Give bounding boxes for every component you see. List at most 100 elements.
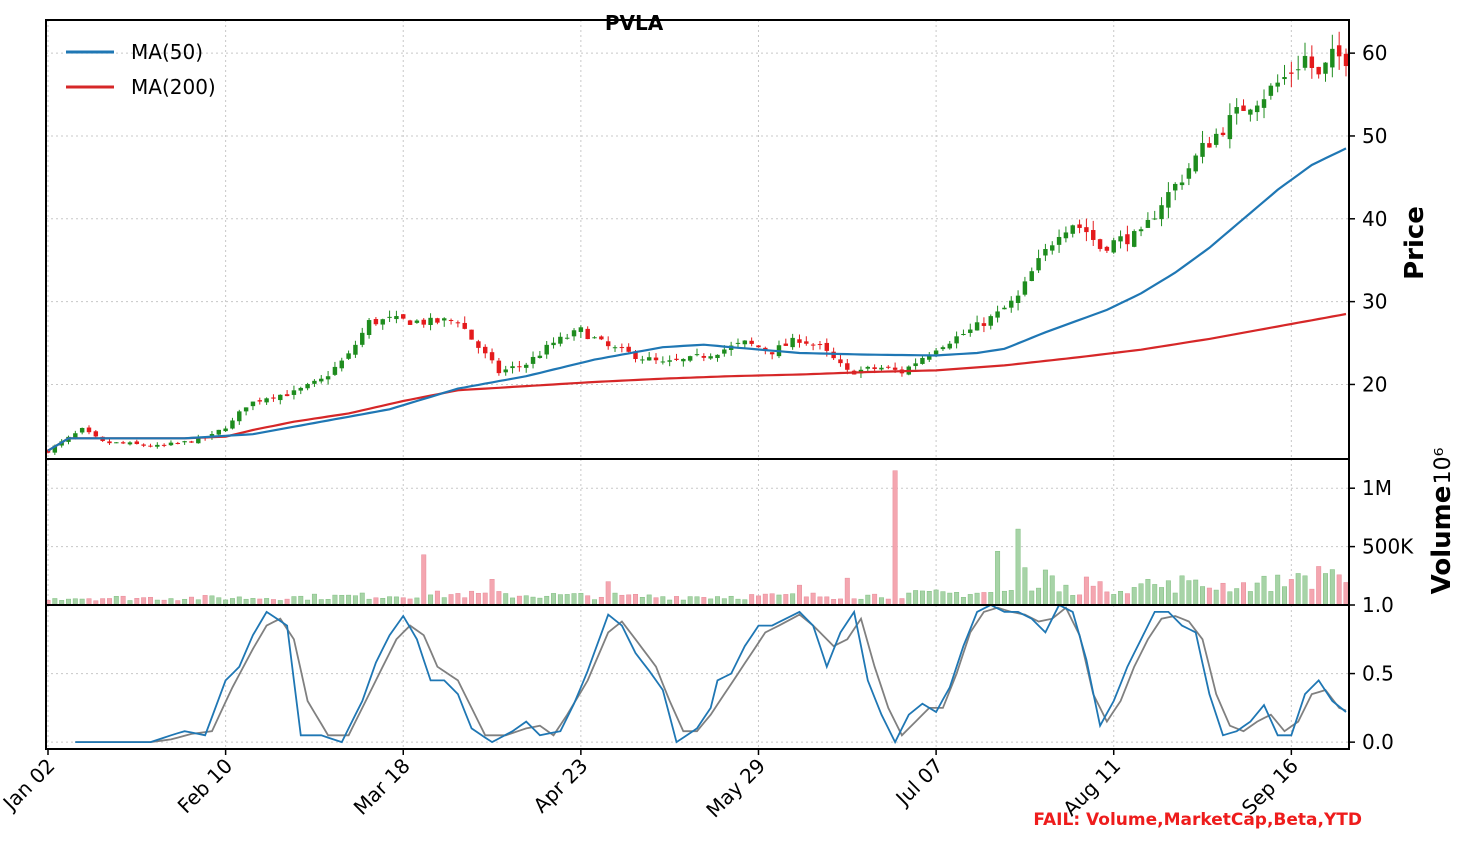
volume-bar — [701, 597, 707, 606]
candle-body — [1009, 300, 1014, 308]
volume-bar — [1131, 587, 1137, 606]
candle-body — [435, 318, 440, 323]
volume-bar — [346, 594, 352, 606]
candle-body — [1316, 66, 1321, 75]
candle-body — [298, 387, 303, 391]
candle-body — [1002, 307, 1007, 310]
volume-bar — [892, 470, 898, 606]
volume-bar — [551, 593, 557, 606]
candle-body — [886, 366, 891, 368]
volume-offset-text: 10⁶ — [1431, 447, 1456, 484]
candle-body — [1295, 69, 1301, 71]
candle-body — [448, 320, 454, 322]
failure-note: FAIL: Volume,MarketCap,Beta,YTD — [1033, 810, 1362, 830]
y-tick-label: 0.0 — [1362, 730, 1394, 754]
candle-body — [592, 337, 597, 339]
candle-body — [564, 337, 570, 339]
candle-body — [366, 320, 372, 336]
legend: MA(50) MA(200) — [66, 40, 216, 99]
candle-body — [1050, 245, 1055, 251]
candle-body — [305, 384, 310, 389]
volume-bar — [1200, 586, 1206, 606]
candle-body — [892, 367, 898, 370]
candle-body — [872, 367, 877, 370]
volume-bar — [988, 592, 994, 606]
volume-bar — [756, 595, 761, 606]
candle-body — [879, 367, 884, 370]
candle-body — [722, 349, 727, 354]
y-tick-label: 1M — [1362, 476, 1392, 500]
candle-body — [558, 336, 563, 344]
volume-bar — [455, 593, 461, 606]
ma50-line — [47, 147, 1347, 452]
y-tick-label: 500K — [1362, 535, 1414, 559]
candle-body — [216, 429, 222, 435]
volume-bar — [387, 596, 393, 606]
volume-bar — [1227, 591, 1233, 606]
volume-bar — [537, 597, 543, 606]
candle-body — [346, 353, 351, 359]
volume-panel: 500K 1M Volume 10⁶ — [45, 447, 1457, 606]
candle-body — [1186, 168, 1192, 179]
volume-bar — [332, 594, 338, 606]
price-gridlines — [46, 20, 1349, 459]
volume-bar — [906, 592, 912, 606]
volume-bar — [380, 597, 386, 606]
volume-bar — [687, 596, 693, 606]
volume-bar — [1008, 590, 1014, 606]
candle-body — [196, 436, 201, 444]
volume-bar — [1029, 590, 1035, 606]
candle-body — [715, 354, 720, 359]
volume-bar — [441, 597, 447, 606]
candle-body — [278, 394, 283, 401]
candle-body — [319, 378, 324, 382]
candle-body — [1022, 281, 1028, 295]
candle-body — [612, 347, 618, 349]
candle-body — [749, 340, 754, 344]
candle-body — [127, 442, 133, 445]
candle-body — [667, 360, 672, 362]
stochastic-k-line — [75, 603, 1347, 745]
volume-bar — [1159, 587, 1165, 606]
candle-body — [284, 394, 290, 397]
candle-body — [585, 328, 590, 340]
volume-bar — [1309, 588, 1315, 606]
volume-bar — [1261, 575, 1267, 606]
volume-panel-frame — [45, 458, 1350, 606]
candle-body — [865, 366, 871, 369]
candle-body — [735, 342, 741, 344]
x-tick-label: Feb 10 — [173, 754, 238, 819]
stochastic-d-line — [75, 606, 1347, 743]
candle-body — [1172, 183, 1178, 191]
volume-bar — [919, 590, 925, 606]
candle-body — [619, 347, 625, 349]
volume-bar — [776, 594, 782, 606]
volume-bar — [1042, 569, 1048, 606]
legend-label-ma200: MA(200) — [131, 75, 216, 99]
volume-axis-label: Volume — [1427, 486, 1457, 595]
candle-body — [995, 311, 1000, 318]
candle-body — [797, 339, 802, 343]
candle-body — [114, 442, 119, 444]
volume-bar — [516, 595, 522, 606]
candle-body — [646, 357, 652, 361]
volume-bar — [646, 594, 652, 606]
volume-bar — [414, 597, 420, 606]
candle-body — [1118, 236, 1123, 242]
volume-bar — [762, 593, 768, 606]
candle-body — [79, 427, 85, 433]
volume-bar — [339, 594, 345, 606]
volume-bar — [1295, 573, 1301, 606]
candle-body — [687, 356, 693, 361]
candle-body — [455, 322, 461, 324]
candlesticks — [45, 31, 1349, 455]
volume-bar — [653, 597, 659, 606]
volume-bar — [373, 597, 379, 606]
candle-body — [653, 357, 659, 361]
volume-bar — [462, 597, 468, 606]
candle-body — [824, 342, 830, 351]
candle-body — [804, 341, 809, 344]
volume-bar — [141, 597, 147, 606]
volume-bar — [496, 591, 502, 606]
volume-bar — [810, 592, 816, 606]
